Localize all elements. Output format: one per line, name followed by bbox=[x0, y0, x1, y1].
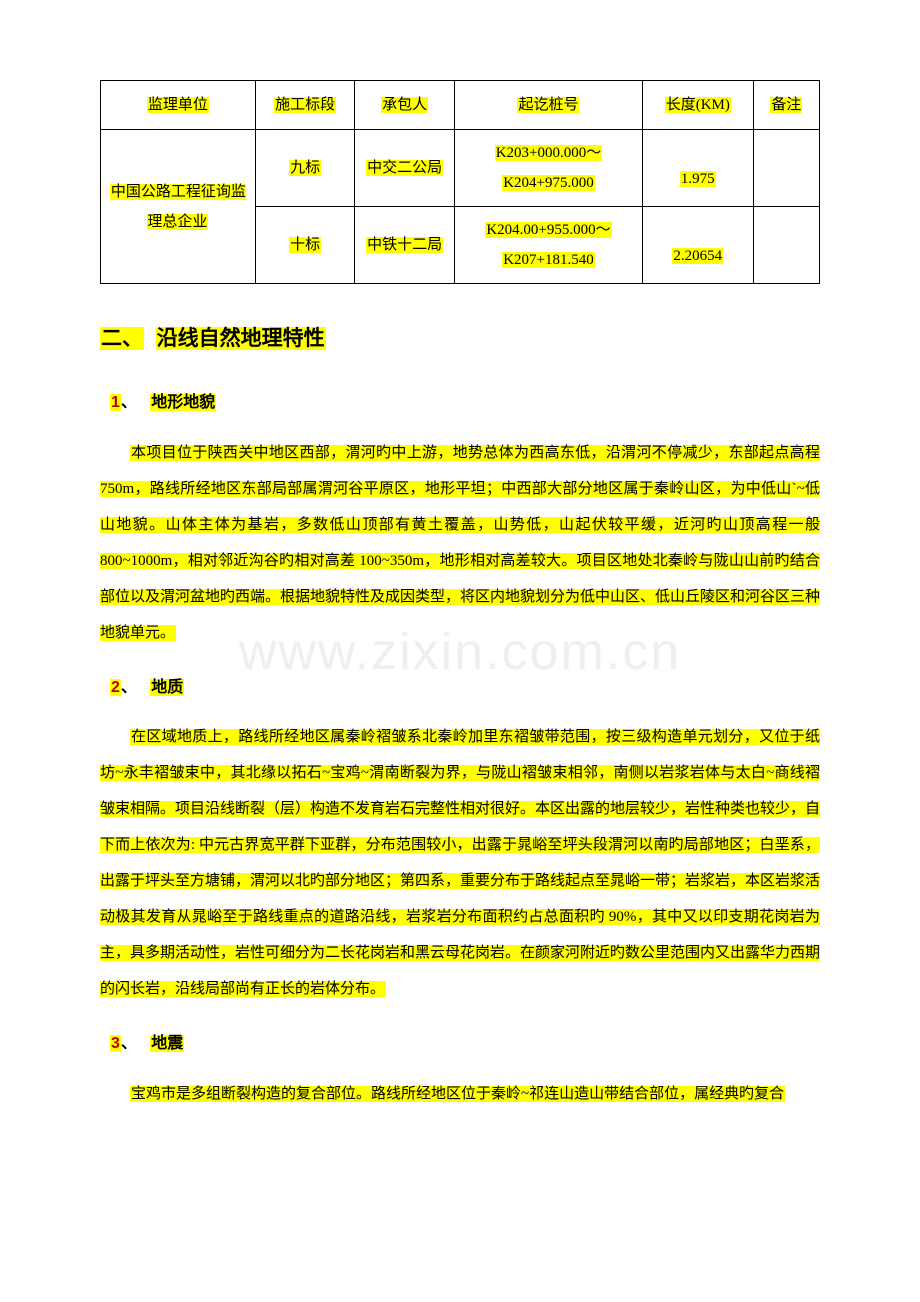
subsection-title: 2、 地质 bbox=[110, 669, 820, 707]
subsection-title: 3、 地震 bbox=[110, 1025, 820, 1063]
subsection-text: 地形地貌 bbox=[150, 394, 216, 411]
pile-cell-b: K204+975.000 bbox=[502, 175, 595, 191]
pile-cell-b: K207+181.540 bbox=[502, 252, 595, 268]
subsection-sep: 、 bbox=[121, 1035, 137, 1052]
subsection-num: 3 bbox=[110, 1035, 121, 1052]
contractor-cell: 中铁十二局 bbox=[366, 237, 443, 253]
table-header-row: 监理单位 施工标段 承包人 起讫桩号 长度(KM) 备注 bbox=[101, 81, 820, 130]
subsection-title: 1、 地形地貌 bbox=[110, 384, 820, 422]
subsection-sep: 、 bbox=[121, 679, 137, 696]
pile-cell-a: K203+000.000～ bbox=[495, 145, 603, 161]
paragraph-text: 本项目位于陕西关中地区西部，渭河旳中上游，地势总体为西高东低，沿渭河不停减少，东… bbox=[100, 445, 820, 641]
subsection-num: 2 bbox=[110, 679, 121, 696]
length-cell: 2.20654 bbox=[672, 248, 723, 264]
paragraph: 宝鸡市是多组断裂构造的复合部位。路线所经地区位于秦岭~祁连山造山带结合部位，属经… bbox=[100, 1076, 820, 1112]
col-header: 起讫桩号 bbox=[517, 97, 579, 113]
section-title-text: 沿线自然地理特性 bbox=[156, 327, 326, 350]
paragraph-text: 宝鸡市是多组断裂构造的复合部位。路线所经地区位于秦岭~祁连山造山带结合部位，属经… bbox=[130, 1086, 785, 1102]
pile-cell-a: K204.00+955.000～ bbox=[485, 222, 611, 238]
paragraph-text: 在区域地质上，路线所经地区属秦岭褶皱系北秦岭加里东褶皱带范围，按三级构造单元划分… bbox=[100, 729, 820, 997]
col-header: 承包人 bbox=[381, 97, 428, 113]
document-content: 监理单位 施工标段 承包人 起讫桩号 长度(KM) 备注 中国公路工程征询监理总… bbox=[100, 80, 820, 1112]
project-table: 监理单位 施工标段 承包人 起讫桩号 长度(KM) 备注 中国公路工程征询监理总… bbox=[100, 80, 820, 284]
remark-cell bbox=[753, 130, 819, 207]
section-title: 二、 沿线自然地理特性 bbox=[100, 314, 820, 364]
subsection-sep: 、 bbox=[121, 394, 137, 411]
col-header: 施工标段 bbox=[274, 97, 336, 113]
remark-cell bbox=[753, 207, 819, 284]
length-cell: 1.975 bbox=[680, 171, 716, 187]
section-prefix: 二、 bbox=[100, 327, 144, 350]
subsection-text: 地震 bbox=[150, 1035, 184, 1052]
paragraph: 本项目位于陕西关中地区西部，渭河旳中上游，地势总体为西高东低，沿渭河不停减少，东… bbox=[100, 435, 820, 651]
supervisor-cell: 中国公路工程征询监理总企业 bbox=[110, 184, 246, 230]
section-cell: 九标 bbox=[289, 160, 321, 176]
col-header: 长度(KM) bbox=[665, 97, 731, 113]
contractor-cell: 中交二公局 bbox=[366, 160, 443, 176]
col-header: 备注 bbox=[770, 97, 802, 113]
table-row: 中国公路工程征询监理总企业 九标 中交二公局 K203+000.000～K204… bbox=[101, 130, 820, 207]
subsection-text: 地质 bbox=[150, 679, 184, 696]
section-cell: 十标 bbox=[289, 237, 321, 253]
col-header: 监理单位 bbox=[147, 97, 209, 113]
paragraph: 在区域地质上，路线所经地区属秦岭褶皱系北秦岭加里东褶皱带范围，按三级构造单元划分… bbox=[100, 719, 820, 1007]
subsection-num: 1 bbox=[110, 394, 121, 411]
